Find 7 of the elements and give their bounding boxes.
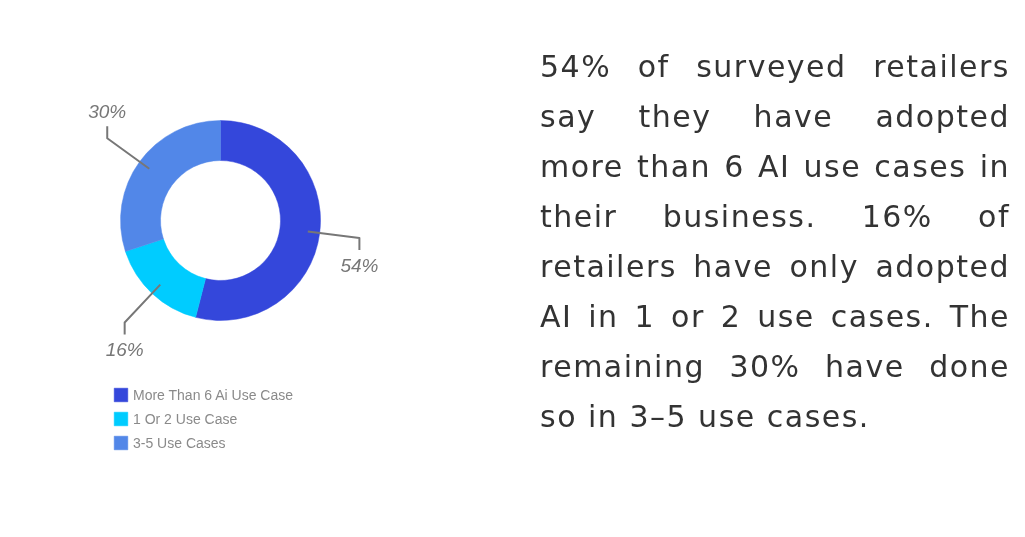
legend-label: More Than 6 Ai Use Case bbox=[133, 386, 294, 403]
legend-label: 3-5 Use Cases bbox=[133, 434, 226, 451]
text: 54% of surveyed retailers say they have adopted more than 6 AI use cases in their business. 16% of retailers have only adopted AI in 1 or 2 use cases. The remaining 30% have done so in 3–5 use cases. bbox=[540, 48, 1010, 436]
data-label: 30% bbox=[88, 100, 127, 122]
data-label: 16% bbox=[105, 339, 144, 361]
data-label: 54% bbox=[340, 254, 379, 276]
legend-label: 1 Or 2 Use Case bbox=[133, 410, 238, 427]
